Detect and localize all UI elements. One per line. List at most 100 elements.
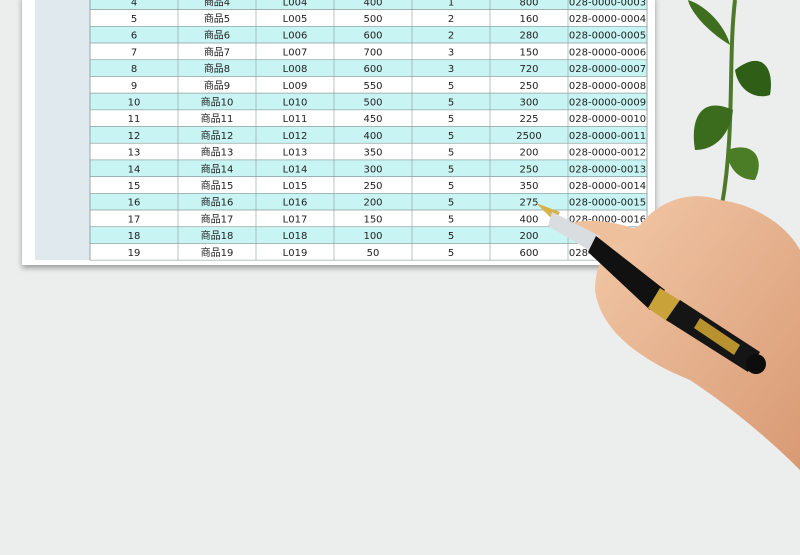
table-cell: 2500: [516, 131, 541, 142]
table-cell: 15: [128, 181, 141, 192]
table-cell: 商品13: [201, 146, 234, 159]
table-cell: 250: [519, 81, 538, 92]
table-cell: 150: [363, 214, 382, 225]
table-cell: 10: [128, 98, 141, 109]
table-cell: 028-0000-0009: [569, 98, 646, 109]
table-cell: 100: [363, 231, 382, 242]
table-cell: 028-0000-0012: [569, 148, 646, 159]
table-cell: L006: [283, 31, 308, 42]
table-cell: 400: [363, 0, 382, 8]
table-cell: 028-0000-0014: [569, 181, 646, 192]
table-cell: 12: [128, 131, 141, 142]
table-cell: 720: [519, 64, 538, 75]
table-cell: 5: [448, 231, 454, 242]
table-cell: L014: [283, 164, 308, 175]
table-cell: 028-0000-0007: [569, 64, 646, 75]
table-cell: 商品14: [201, 162, 234, 175]
table-cell: 5: [448, 164, 454, 175]
table-cell: 商品12: [201, 129, 234, 142]
table-cell: 300: [519, 98, 538, 109]
table-cell: 5: [448, 98, 454, 109]
table-cell: 4: [131, 0, 137, 8]
table-cell: 500: [363, 14, 382, 25]
table-cell: 商品10: [201, 96, 234, 109]
table-cell: 商品16: [201, 196, 234, 209]
table-cell: 028-0000-0004: [569, 14, 646, 25]
table-cell: L008: [283, 64, 308, 75]
table-cell: 商品8: [204, 62, 230, 75]
table-cell: L011: [283, 114, 308, 125]
table-cell: 5: [131, 14, 137, 25]
table-cell: 028-0000-0003: [569, 0, 646, 8]
table-cell: 2: [448, 14, 454, 25]
table-cell: L016: [283, 198, 308, 209]
table-cell: 028-0000-0006: [569, 47, 646, 58]
table-cell: 商品4: [204, 0, 230, 8]
table-cell: 450: [363, 114, 382, 125]
table-cell: 550: [363, 81, 382, 92]
plant: [688, 0, 771, 206]
table-cell: 5: [448, 198, 454, 209]
table-cell: 250: [363, 181, 382, 192]
table-cell: 6: [131, 31, 137, 42]
table-cell: 3: [448, 47, 454, 58]
table-cell: 600: [363, 64, 382, 75]
table-cell: 028-0000-0005: [569, 31, 646, 42]
table-cell: 5: [448, 214, 454, 225]
table-cell: 400: [363, 131, 382, 142]
table-cell: 028-0000-0011: [569, 131, 646, 142]
table-cell: 5: [448, 248, 454, 259]
table-cell: 350: [519, 181, 538, 192]
table-cell: 50: [367, 248, 380, 259]
table-cell: L012: [283, 131, 308, 142]
table-cell: 商品7: [204, 45, 230, 58]
table-cell: 275: [519, 198, 538, 209]
table-cell: 160: [519, 14, 538, 25]
table-cell: 商品19: [201, 246, 234, 259]
table-cell: 200: [519, 231, 538, 242]
table-cell: L009: [283, 81, 308, 92]
table-cell: 200: [519, 148, 538, 159]
table-cell: 5: [448, 114, 454, 125]
table-cell: L013: [283, 148, 308, 159]
table-cell: 7: [131, 47, 137, 58]
table-cell: 商品11: [201, 112, 234, 125]
table-cell: 商品9: [204, 79, 230, 92]
table-cell: 350: [363, 148, 382, 159]
table-cell: 19: [128, 248, 141, 259]
table-cell: 500: [363, 98, 382, 109]
table-cell: 400: [519, 214, 538, 225]
table-cell: 8: [131, 64, 137, 75]
table-cell: 1: [448, 0, 454, 8]
table-cell: 9: [131, 81, 137, 92]
table-cell: 028-0000-0016: [569, 214, 646, 225]
table-cell: 225: [519, 114, 538, 125]
table-cell: L019: [283, 248, 308, 259]
table-cell: 3: [448, 64, 454, 75]
table-cell: 028-0000-0010: [569, 114, 646, 125]
table-cell: L015: [283, 181, 308, 192]
table-cell: 商品6: [204, 29, 230, 42]
table-cell: 11: [128, 114, 141, 125]
table-cell: 商品18: [201, 229, 234, 242]
table-cell: 5: [448, 148, 454, 159]
table-cell: L004: [283, 0, 308, 8]
table-cell: 17: [128, 214, 141, 225]
table-cell: 2: [448, 31, 454, 42]
table-cell: L010: [283, 98, 308, 109]
table-cell: 14: [128, 164, 141, 175]
table-cell: 028-0000-0013: [569, 164, 646, 175]
table-cell: 150: [519, 47, 538, 58]
table-cell: 800: [519, 0, 538, 8]
table-cell: 13: [128, 148, 141, 159]
table-cell: L017: [283, 214, 308, 225]
table-cell: 5: [448, 81, 454, 92]
table-cell: 16: [128, 198, 141, 209]
table-cell: L018: [283, 231, 308, 242]
table-cell: 5: [448, 181, 454, 192]
table-cell: 商品5: [204, 12, 230, 25]
table-cell: 028-0000-0008: [569, 81, 646, 92]
table-cell: 200: [363, 198, 382, 209]
